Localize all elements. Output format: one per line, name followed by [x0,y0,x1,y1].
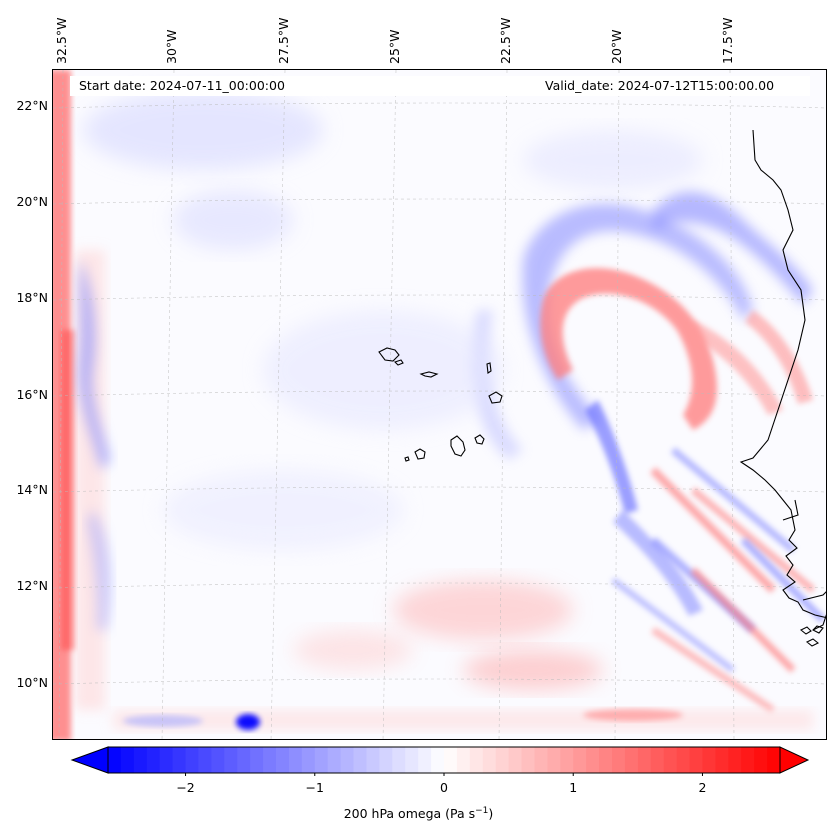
colorbar-cell [211,747,225,773]
cape-verde-sal [486,362,492,374]
graticule-lines [53,70,826,739]
colorbar-cell [560,747,574,773]
coastlines [378,129,826,647]
colorbar-cell [379,747,393,773]
colorbar-cell [612,747,626,773]
colorbar-cell [250,747,264,773]
cape-verde-brava [404,456,410,462]
colorbar-cell [741,747,755,773]
lat-label-14n: 14°N [16,482,48,497]
colorbar-cell [237,747,251,773]
lat-label-18n: 18°N [16,290,48,305]
colorbar-cell [108,747,122,773]
colorbar-label: 200 hPa omega (Pa s−1) [0,806,837,821]
colorbar-cell [586,747,600,773]
lat-label-22n: 22°N [16,98,48,113]
cape-verde-santo-antao [378,347,400,362]
cbar-tick-0: 0 [440,780,448,795]
colorbar-cell [715,747,729,773]
colorbar-cell [172,747,187,773]
colorbar-extend-min [70,746,109,774]
colorbar-cell [521,747,536,773]
omega-map-panel[interactable] [52,69,827,740]
colorbar-cell [624,747,639,773]
colorbar-cell [573,747,587,773]
colorbar-cell [185,747,200,773]
africa-coastline [739,129,826,619]
colorbar-cell [431,747,445,773]
colorbar-cell [366,747,380,773]
colorbar-cell [327,747,342,773]
cbar-tick-minus-1: −1 [305,780,324,795]
colorbar-cell [288,747,303,773]
omega-shading [53,70,826,739]
lon-label-25w: 25°W [387,29,402,64]
colorbar-cell [276,747,290,773]
colorbar-label-exponent: −1 [475,806,489,816]
lon-label-17-5w: 17.5°W [720,17,735,64]
lat-label-12n: 12°N [16,578,48,593]
lon-label-27-5w: 27.5°W [276,17,291,64]
colorbar-tick-marks [185,773,703,776]
colorbar-cell [663,747,678,773]
cape-verde-sao-nicolau [419,371,439,378]
colorbar-cell [263,747,277,773]
colorbar-cell [508,747,523,773]
cbar-tick-minus-2: −2 [176,780,195,795]
colorbar-cell [146,747,161,773]
lat-label-10n: 10°N [16,675,48,690]
lon-label-22-5w: 22.5°W [498,17,513,64]
colorbar-label-text: 200 hPa omega (Pa s [343,806,476,822]
date-header-box [70,76,810,96]
colorbar-cell [456,747,471,773]
cbar-tick-1: 1 [569,780,578,795]
colorbar-label-close: ) [488,806,494,822]
colorbar-cell [301,747,316,773]
colorbar-cell [676,747,691,773]
omega-field-plot [53,70,826,739]
colorbar-cell [767,747,781,773]
cape-verde-boa-vista [488,391,503,404]
colorbar-cell [198,747,212,773]
lat-label-20n: 20°N [16,194,48,209]
cape-verde-fogo [414,448,426,460]
colorbar-cell [120,747,135,773]
lat-label-16n: 16°N [16,387,48,402]
start-date-label: Start date: 2024-07-11_00:00:00 [79,78,285,93]
colorbar-cell [754,747,768,773]
colorbar [70,746,810,776]
colorbar-cell [599,747,613,773]
valid-date-label: Valid_date: 2024-07-12T15:00:00.00 [545,78,775,93]
lon-label-32-5w: 32.5°W [54,17,69,64]
bissagos-islands [799,625,824,647]
cape-verde-maio [474,434,485,445]
colorbar-extend-max [779,746,810,774]
colorbar-cell [728,747,742,773]
colorbar-cell [224,747,238,773]
cape-verde-sao-vicente [393,359,404,366]
colorbar-cell [547,747,561,773]
colorbar-cell [418,747,432,773]
colorbar-cell [392,747,406,773]
colorbar-cell [702,747,716,773]
colorbar-cell [469,747,484,773]
colorbar-cells [70,746,810,774]
colorbar-cell [689,747,704,773]
cbar-tick-2: 2 [698,780,707,795]
colorbar-cell [340,747,355,773]
colorbar-cell [444,747,458,773]
colorbar-cell [495,747,510,773]
lon-label-20w: 20°W [609,29,624,64]
colorbar-cell [314,747,329,773]
colorbar-cell [133,747,148,773]
colorbar-cell [482,747,497,773]
colorbar-cell [650,747,665,773]
cape-verde-santiago [450,435,466,457]
colorbar-cell [534,747,548,773]
colorbar-cell [159,747,174,773]
colorbar-cell [637,747,652,773]
lon-label-30w: 30°W [164,29,179,64]
colorbar-cell [353,747,368,773]
colorbar-cell [405,747,419,773]
